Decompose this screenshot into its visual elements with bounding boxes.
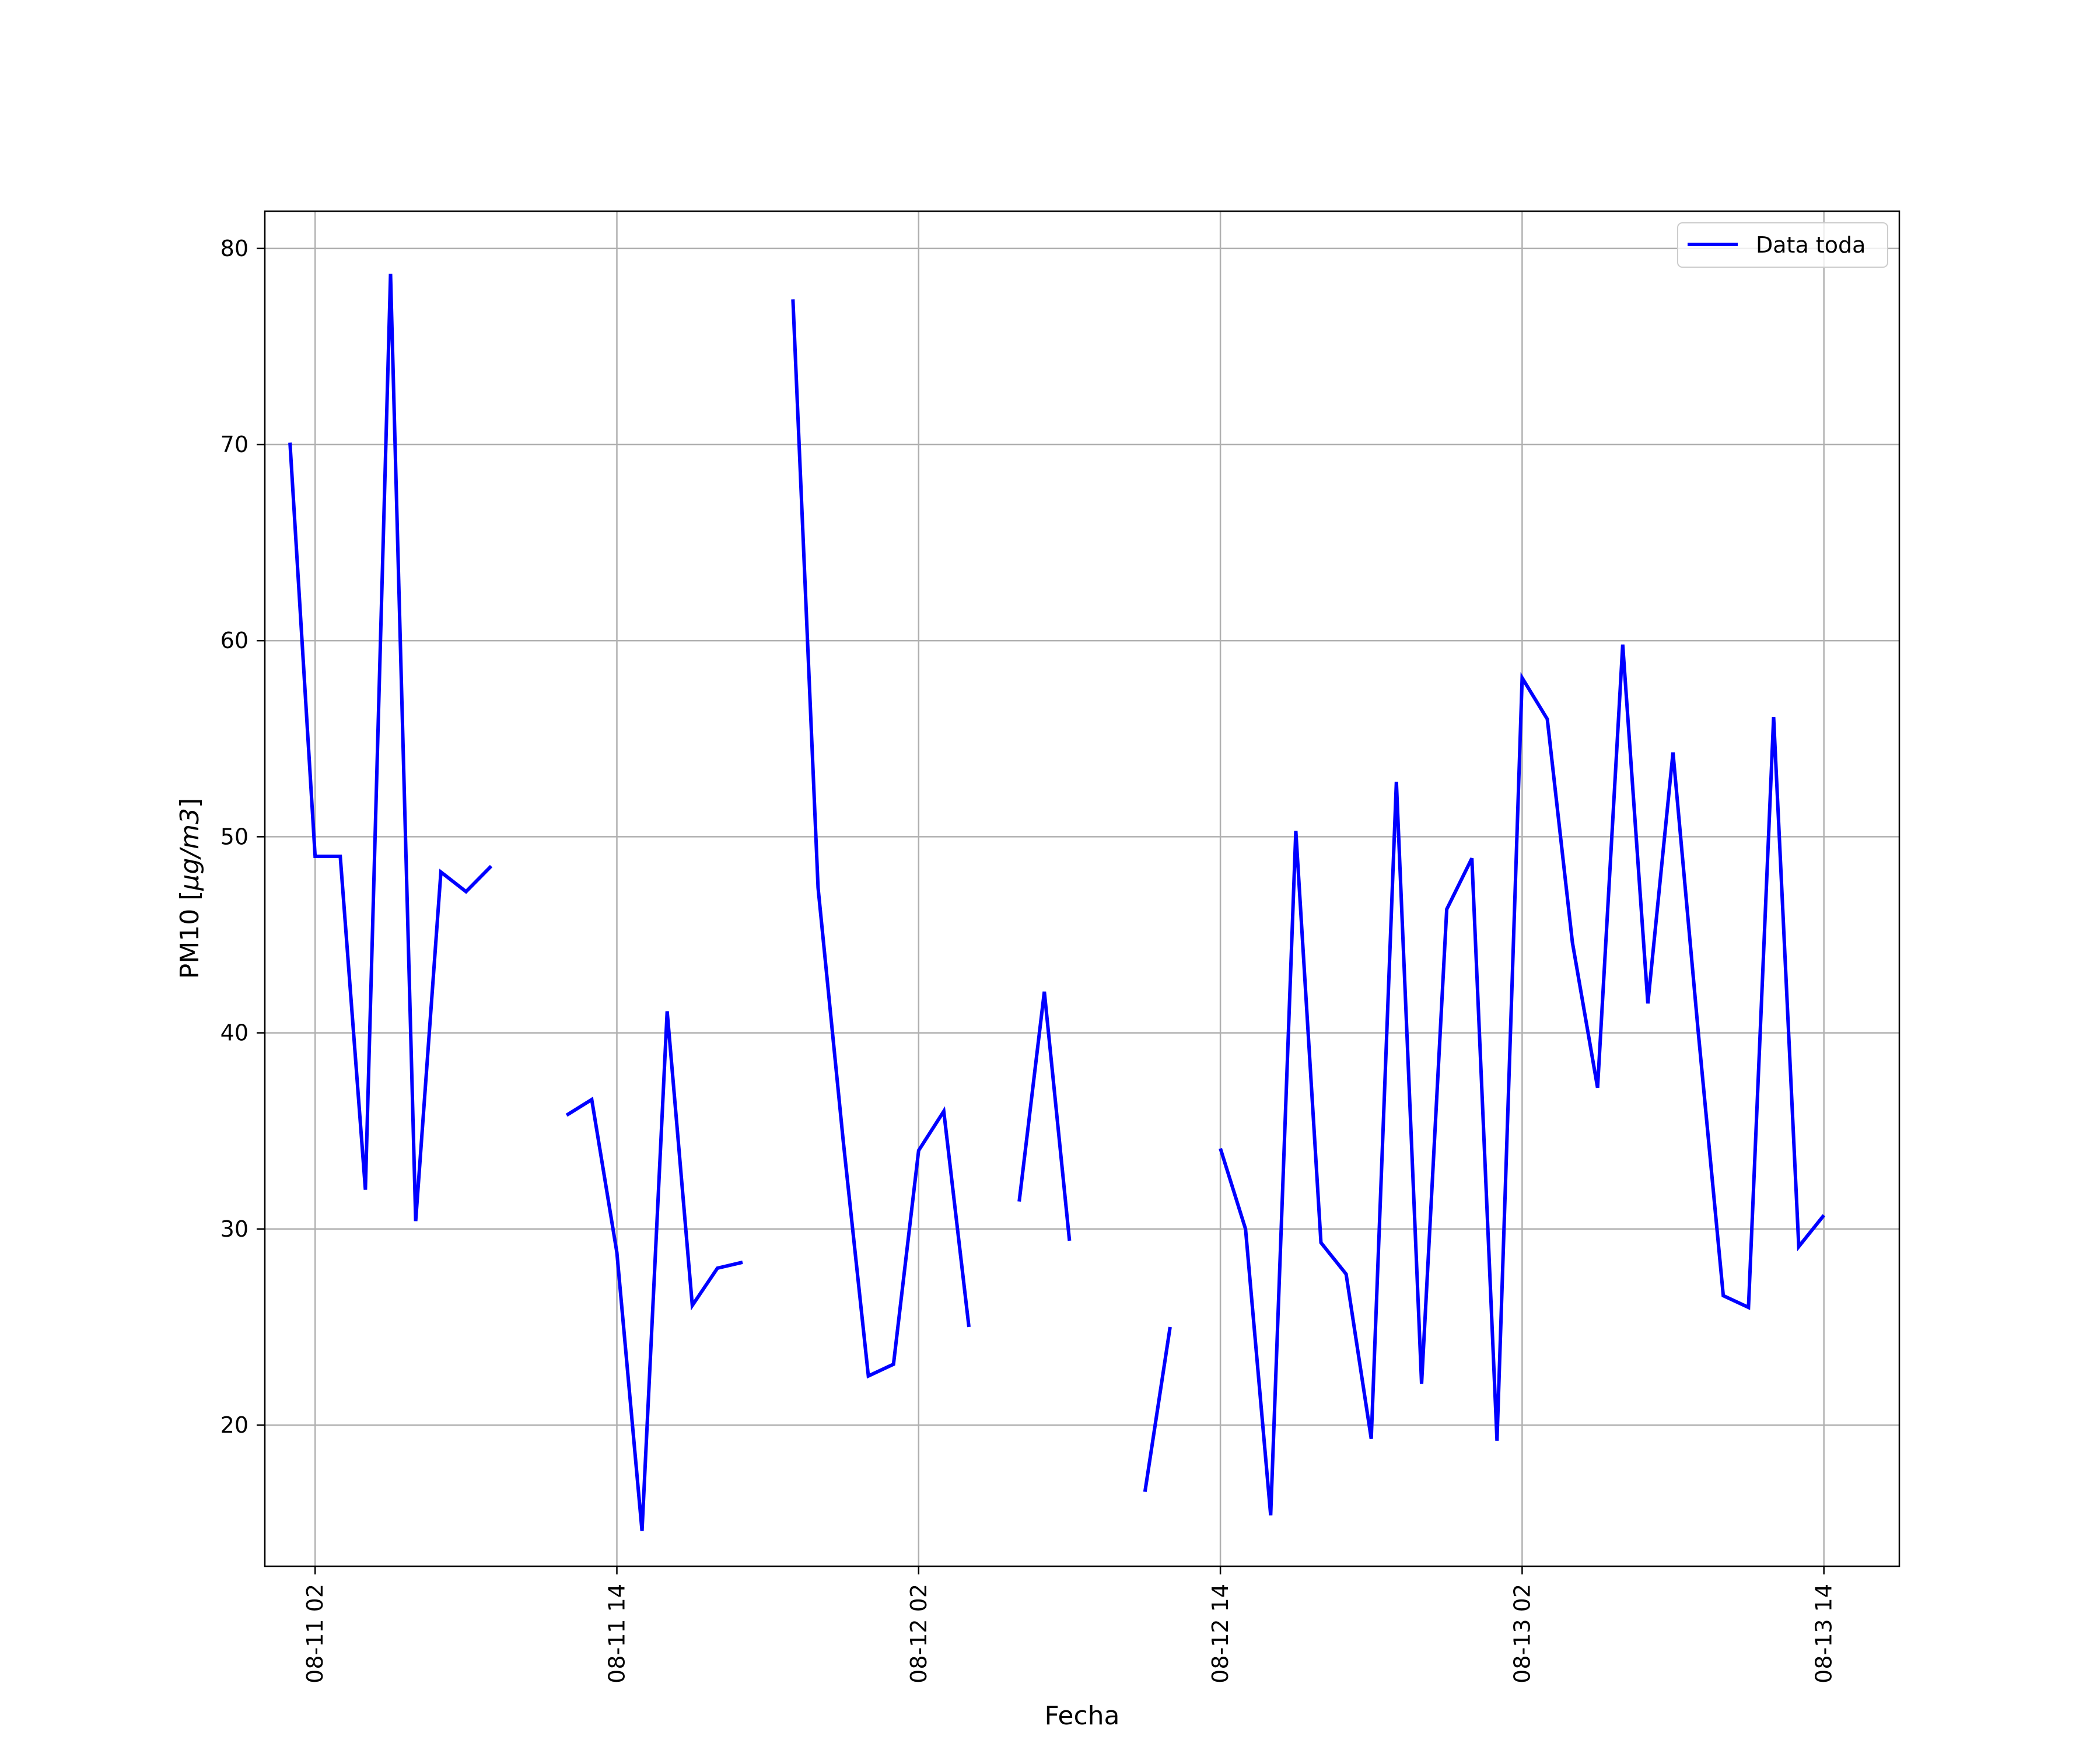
x-tick-label: 08-12 02 [906,1584,932,1684]
x-axis-label: Fecha [1044,1701,1119,1731]
y-tick-label: 60 [220,628,249,653]
y-axis-label-unit: μg/m3 [175,808,205,891]
legend-box [1677,222,1888,268]
grid-lines [265,211,1899,1566]
y-tick-label: 50 [220,824,249,849]
y-axis-label-suffix: ] [175,798,205,808]
y-tick-label: 70 [220,432,249,457]
x-tick-label: 08-11 14 [604,1584,630,1684]
series-0-segment-1 [565,1011,743,1531]
series-0-segment-4 [1143,1326,1172,1492]
x-tick-label: 08-13 14 [1811,1584,1837,1684]
y-axis-ticks: 20 30 40 50 60 70 80 [220,236,265,1438]
y-tick-label: 80 [220,236,249,261]
series-0-segment-0 [288,274,493,1222]
x-tick-label: 08-12 14 [1208,1584,1233,1684]
plot-frame [264,210,1901,1567]
y-tick-label: 40 [220,1020,249,1046]
legend: Data toda [1677,222,1888,268]
y-axis-label: PM10 [μg/m3] [175,798,205,979]
x-tick-label: 08-11 02 [302,1584,328,1684]
series-lines [288,274,1826,1531]
legend-label: Data toda [1756,232,1866,258]
x-tick-label: 08-13 02 [1509,1584,1535,1684]
y-axis-label-prefix: PM10 [ [175,891,205,979]
x-axis-ticks: 08-11 02 08-11 14 08-12 02 08-12 14 08-13 02… [302,1566,1837,1684]
series-0-segment-2 [791,299,971,1379]
series-0-segment-5 [1219,644,1826,1516]
series-0-segment-3 [1017,991,1072,1241]
y-tick-label: 20 [220,1412,249,1438]
y-tick-label: 30 [220,1216,249,1242]
